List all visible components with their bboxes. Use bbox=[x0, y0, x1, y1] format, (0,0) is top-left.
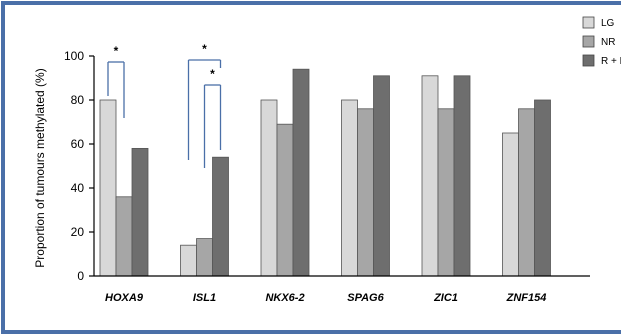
y-axis-title: Proportion of tumours methylated (%) bbox=[33, 68, 47, 267]
bar bbox=[196, 238, 213, 277]
bar bbox=[260, 99, 278, 277]
legend-swatch bbox=[582, 16, 595, 29]
bar bbox=[99, 99, 117, 277]
x-tick-label: NKX6-2 bbox=[265, 292, 304, 304]
bar bbox=[341, 99, 358, 277]
significance-annotations: * ** bbox=[107, 42, 222, 168]
bar bbox=[115, 196, 133, 277]
x-tick-label: SPAG6 bbox=[347, 292, 384, 304]
legend-label: NR bbox=[601, 37, 615, 48]
significance-marker: * bbox=[202, 42, 207, 56]
x-tick-label: ZIC1 bbox=[433, 292, 458, 304]
bar bbox=[212, 156, 229, 277]
significance-marker: * bbox=[114, 44, 119, 58]
bar bbox=[131, 147, 149, 277]
x-tick-label: ZNF154 bbox=[506, 292, 547, 304]
bar bbox=[437, 108, 455, 277]
bar bbox=[357, 108, 374, 277]
legend-label: R + P bbox=[601, 56, 621, 67]
y-tick-label: 0 bbox=[77, 269, 84, 283]
bar bbox=[453, 75, 471, 277]
bar bbox=[292, 68, 310, 277]
bars bbox=[99, 68, 551, 277]
bar bbox=[276, 123, 294, 277]
bar bbox=[518, 108, 535, 277]
bar bbox=[534, 99, 551, 277]
bar bbox=[421, 75, 439, 277]
bar bbox=[502, 132, 519, 277]
legend-swatch bbox=[582, 35, 595, 48]
y-tick-label: 80 bbox=[71, 93, 85, 107]
x-axis-labels: HOXA9 ISL1 NKX6-2 SPAG6 ZIC1 ZNF154 bbox=[105, 292, 546, 304]
legend-label: LG bbox=[601, 18, 615, 29]
y-tick-label: 20 bbox=[71, 225, 85, 239]
y-axis-ticks: 0 20 40 60 80 100 bbox=[64, 49, 94, 283]
bar bbox=[373, 75, 390, 277]
y-tick-label: 60 bbox=[71, 137, 85, 151]
legend-swatch bbox=[582, 54, 595, 67]
y-tick-label: 40 bbox=[71, 181, 85, 195]
x-tick-label: HOXA9 bbox=[105, 292, 144, 304]
y-tick-label: 100 bbox=[64, 49, 84, 63]
x-tick-label: ISL1 bbox=[193, 292, 216, 304]
bar bbox=[180, 244, 197, 277]
significance-marker: * bbox=[210, 67, 215, 81]
legend: LG NR R + P bbox=[582, 16, 621, 67]
